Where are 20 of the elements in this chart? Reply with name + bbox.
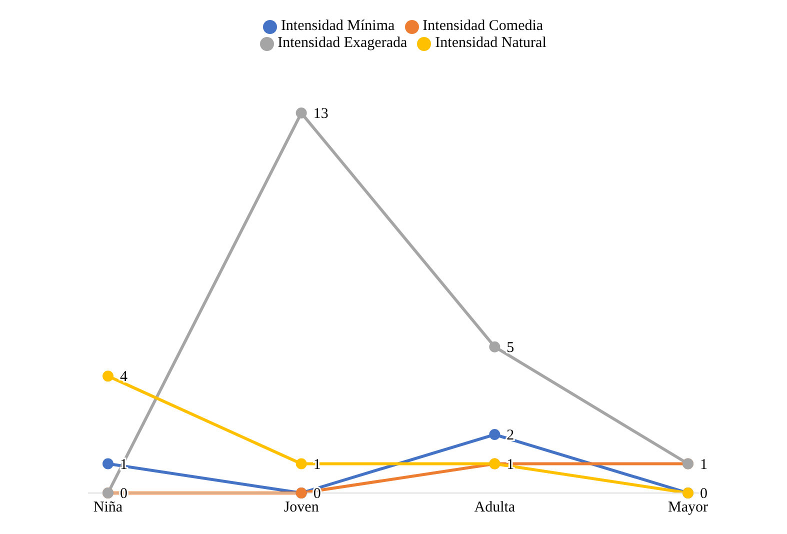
x-tick-label: Joven: [284, 500, 320, 516]
x-tick-label: Mayor: [668, 500, 708, 516]
point: [489, 429, 500, 440]
x-tick-label: Adulta: [474, 500, 516, 516]
legend-label: Intensidad Exagerada: [278, 35, 408, 51]
data-label: 0: [700, 486, 708, 502]
point: [296, 108, 307, 118]
data-label: 5: [506, 340, 514, 356]
point: [489, 341, 500, 352]
legend-label: Intensidad Natural: [435, 35, 546, 51]
point: [102, 370, 114, 382]
data-label: 1: [120, 456, 128, 473]
legend-label: Intensidad Comedia: [422, 18, 544, 34]
data-label: 4: [120, 369, 128, 386]
data-label: 13: [313, 106, 328, 122]
legend-label: Intensidad Mínima: [280, 18, 395, 34]
point: [296, 458, 307, 470]
x-tick-label: Niña: [93, 500, 123, 516]
point: [102, 458, 114, 470]
data-label: 1: [700, 456, 708, 473]
